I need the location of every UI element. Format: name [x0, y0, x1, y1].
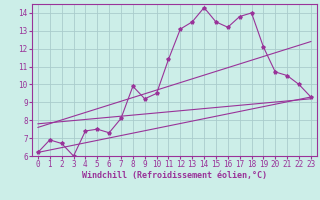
X-axis label: Windchill (Refroidissement éolien,°C): Windchill (Refroidissement éolien,°C): [82, 171, 267, 180]
